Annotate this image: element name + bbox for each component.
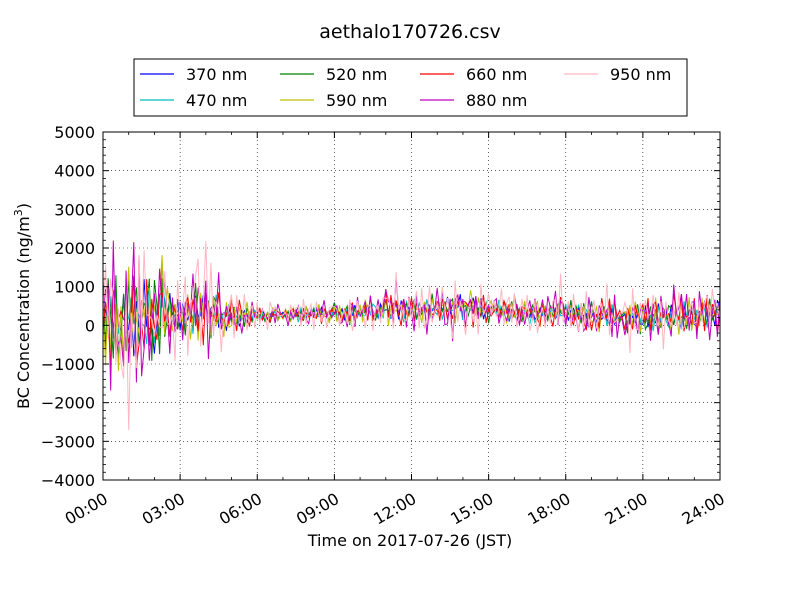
x-tick-label: 03:00 [139,489,188,529]
grid [103,132,720,480]
y-tick-label: −2000 [41,394,95,413]
x-tick-label: 09:00 [293,489,342,529]
y-axis-label-main: BC Concentration (ng/m [14,216,33,409]
legend-label: 470 nm [186,91,247,110]
y-tick-label: −4000 [41,471,95,490]
legend-label: 590 nm [326,91,387,110]
series-layer [103,240,720,431]
y-tick-label: −3000 [41,432,95,451]
y-tick-label: 0 [85,316,95,335]
y-tick-label: 2000 [54,239,95,258]
y-tick-label: −1000 [41,355,95,374]
x-tick-label: 24:00 [679,489,728,529]
legend-label: 660 nm [466,65,527,84]
plot-frame [102,131,721,481]
y-tick-label: 3000 [54,200,95,219]
x-tick-label: 06:00 [216,489,265,529]
legend-label: 370 nm [186,65,247,84]
x-tick-label: 12:00 [370,489,419,529]
legend: 370 nm 470 nm 520 nm 590 nm 660 nm 880 nm 950 … [133,58,688,117]
series-line-880-nm [103,240,720,391]
chart-title: aethalo170726.csv [319,21,501,43]
legend-label: 950 nm [610,65,671,84]
x-tick-label: 18:00 [524,489,573,529]
y-tick-label: 4000 [54,162,95,181]
y-tick-label: 1000 [54,278,95,297]
x-tick-label: 21:00 [601,489,650,529]
legend-label: 520 nm [326,65,387,84]
x-tick-label: 00:00 [62,489,111,529]
y-axis-label-close: ) [14,203,33,209]
series-line-950-nm [103,241,720,431]
y-axis-label-superscript: 3 [12,209,25,216]
x-axis-label: Time on 2017-07-26 (JST) [307,531,512,550]
legend-box [133,58,688,117]
y-tick-label: 5000 [54,123,95,142]
x-tick-label: 15:00 [447,489,496,529]
legend-label: 880 nm [466,91,527,110]
y-axis-label: BC Concentration (ng/m3) [12,203,33,409]
